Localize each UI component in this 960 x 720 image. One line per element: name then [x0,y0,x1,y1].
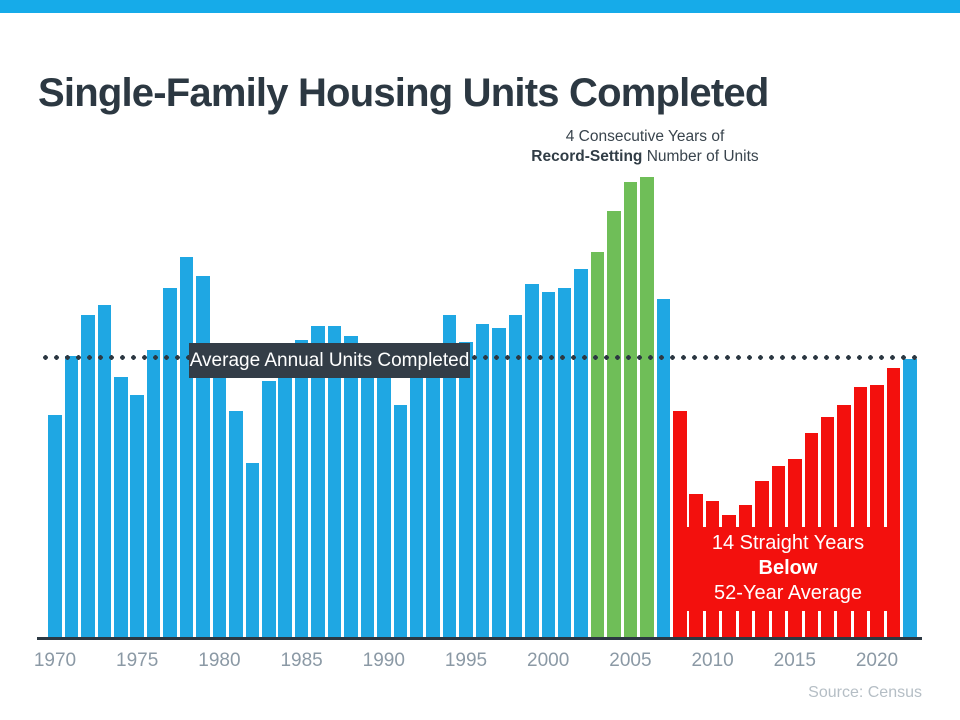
below-average-note-line2: Below [758,557,818,579]
record-setting-note-bold: Record-Setting [531,147,643,165]
bar-2004 [607,211,621,640]
below-average-note-line1: 14 Straight Years [711,532,865,554]
bar-2006 [640,177,654,640]
bar-1982 [245,463,259,640]
bar-1994 [442,315,457,640]
bar-1976 [146,350,161,640]
bar-1998 [508,315,523,640]
bar-1990 [377,370,391,640]
bar-1984 [278,353,292,640]
x-axis-label-2010: 2010 [691,650,734,671]
x-axis-line [37,637,922,640]
bar-1979 [196,276,210,640]
x-axis-label-1975: 1975 [116,650,159,671]
below-average-backdrop [673,527,901,611]
bar-1985 [294,340,309,640]
top-accent-bar [0,0,960,13]
x-axis-label-2015: 2015 [773,650,816,671]
x-axis-label-1985: 1985 [280,650,323,671]
bar-1996 [475,324,490,640]
average-line-label: Average Annual Units Completed [189,343,470,378]
bar-1978 [179,257,194,640]
bar-1977 [163,288,177,640]
bar-2022 [903,359,917,640]
bar-2001 [557,288,572,640]
bar-1997 [492,328,506,640]
source-credit: Source: Census [808,684,922,701]
bar-1991 [393,405,407,640]
bar-2003 [590,252,605,640]
x-axis-label-1990: 1990 [362,650,405,671]
bar-1973 [97,305,112,640]
x-axis-label-2000: 2000 [527,650,570,671]
record-setting-note-rest: Number of Units [642,147,759,165]
record-setting-note-line1: 4 Consecutive Years of [565,128,725,145]
bar-1993 [426,349,440,640]
bar-1988 [344,336,358,640]
bar-2007 [656,299,670,640]
x-axis-label-1980: 1980 [198,650,241,671]
record-setting-note: 4 Consecutive Years of Record-Setting Nu… [470,127,820,166]
average-dotted-line [40,354,922,361]
x-axis-label-1995: 1995 [444,650,488,671]
bar-2005 [623,182,638,640]
x-axis-label-2020: 2020 [855,650,899,671]
bar-1971 [64,356,79,640]
bar-1992 [409,370,424,640]
bar-2000 [541,292,555,640]
record-setting-note-line2: Record-Setting Number of Units [470,147,820,167]
bar-1986 [311,326,325,640]
bar-1970 [48,415,62,640]
bar-1995 [459,342,473,640]
bar-1981 [229,411,243,640]
bar-1980 [212,372,227,640]
bar-1975 [130,395,144,640]
bar-1987 [327,326,342,640]
x-axis-label-1970: 1970 [33,650,77,671]
below-average-note-line3: 52-Year Average [714,582,862,604]
below-average-note: 14 Straight Years Below 52-Year Average [650,531,926,606]
bar-1972 [81,315,95,640]
bar-1983 [262,381,276,640]
bar-1974 [114,377,128,640]
bar-1989 [360,353,375,640]
bar-2002 [574,269,588,640]
page-title: Single-Family Housing Units Completed [38,70,769,115]
bar-1999 [525,284,539,640]
x-axis-label-2005: 2005 [609,650,652,671]
